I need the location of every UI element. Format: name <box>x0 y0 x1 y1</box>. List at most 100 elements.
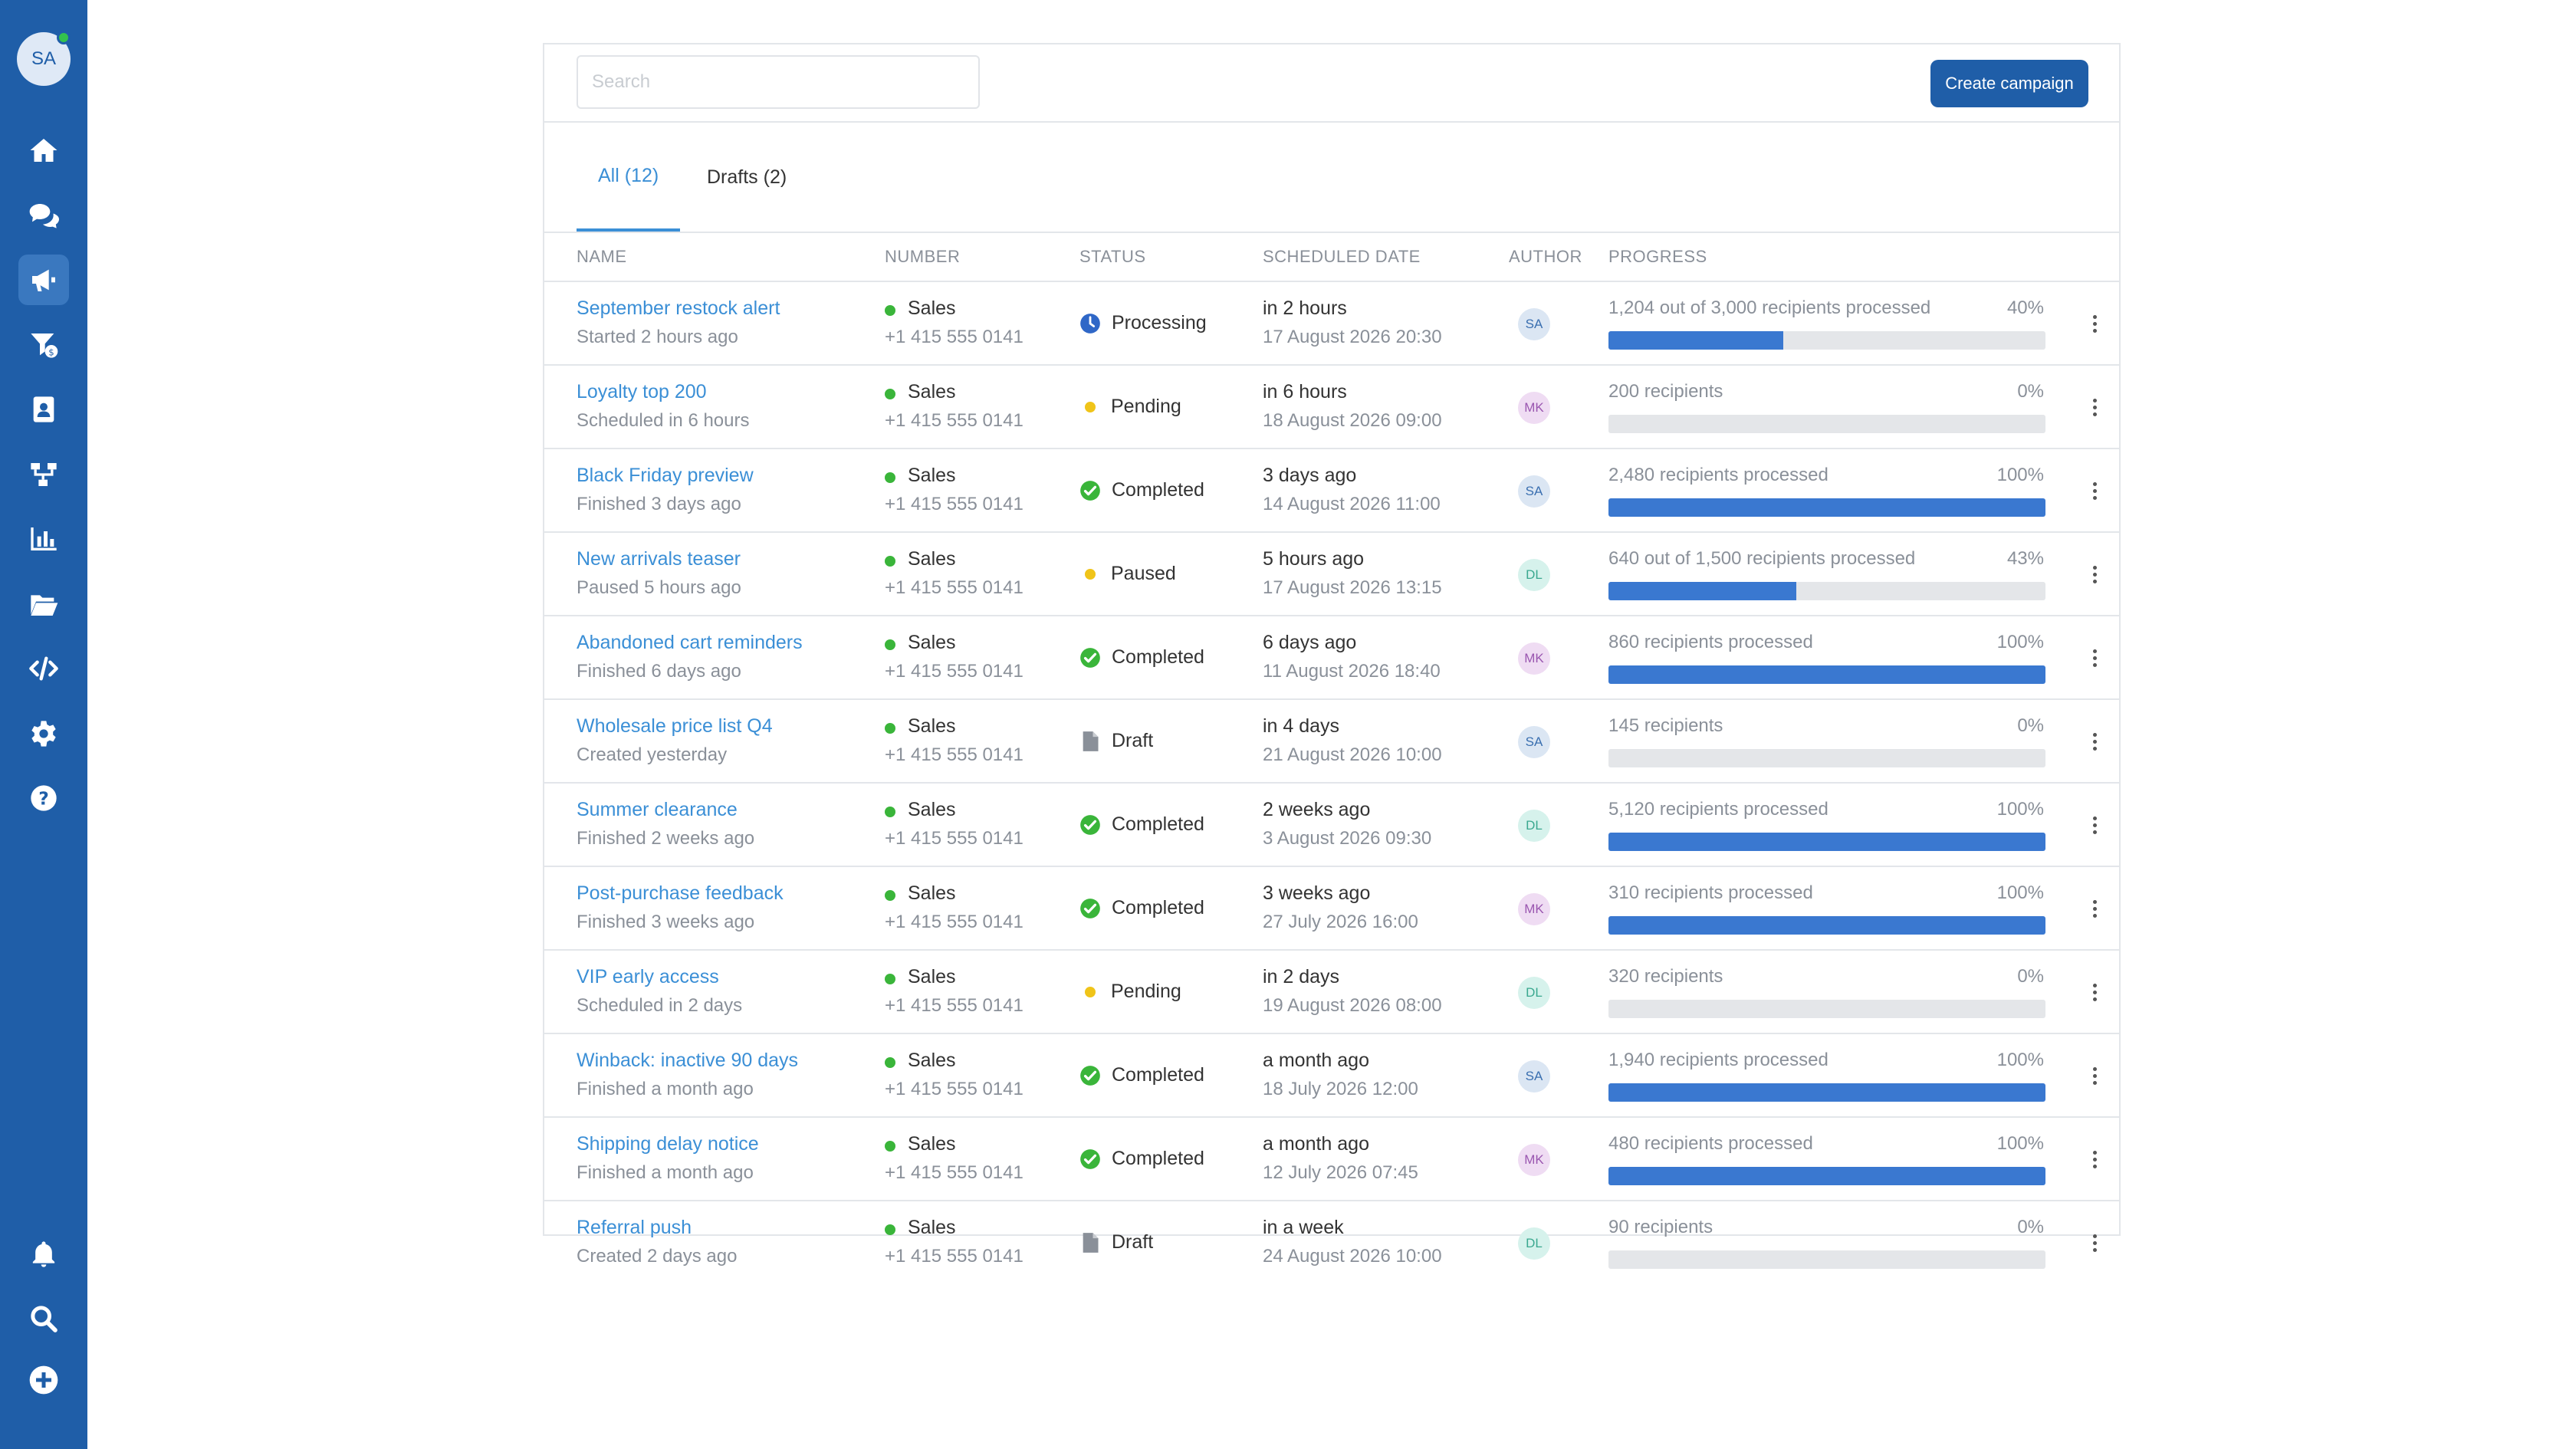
nav-create[interactable] <box>18 1355 69 1405</box>
progress-bar <box>1608 916 2045 935</box>
progress-percent: 100% <box>1996 882 2044 903</box>
campaign-name-link[interactable]: Winback: inactive 90 days <box>577 1050 799 1071</box>
table-row[interactable]: Summer clearance Finished 2 weeks ago Sa… <box>544 784 2119 867</box>
column-author[interactable]: AUTHOR <box>1509 247 1582 266</box>
column-progress[interactable]: PROGRESS <box>1608 247 1707 266</box>
column-number[interactable]: NUMBER <box>885 247 961 266</box>
row-menu-button[interactable] <box>2087 980 2102 1004</box>
column-name[interactable]: NAME <box>577 247 627 266</box>
nav-settings[interactable] <box>18 708 69 759</box>
home-icon <box>30 139 58 162</box>
nav-flows[interactable] <box>18 449 69 500</box>
row-menu-button[interactable] <box>2087 478 2102 503</box>
number-cell: Sales +1 415 555 0141 <box>885 1034 1069 1116</box>
table-row[interactable]: September restock alert Started 2 hours … <box>544 282 2119 366</box>
row-menu-button[interactable] <box>2087 646 2102 670</box>
scheduled-relative: in 2 days <box>1263 966 1340 987</box>
nav-contacts[interactable] <box>18 384 69 435</box>
progress-bar-fill <box>1608 1167 2045 1185</box>
row-menu-button[interactable] <box>2087 729 2102 754</box>
nav-notifications[interactable] <box>18 1229 69 1280</box>
progress-percent: 0% <box>2017 715 2044 736</box>
campaign-name-link[interactable]: Abandoned cart reminders <box>577 632 803 653</box>
author-initials: MK <box>1524 1152 1544 1167</box>
campaign-name-link[interactable]: VIP early access <box>577 966 719 987</box>
table-row[interactable]: Loyalty top 200 Scheduled in 6 hours Sal… <box>544 366 2119 449</box>
campaign-name-link[interactable]: Post-purchase feedback <box>577 882 784 904</box>
row-menu-button[interactable] <box>2087 1063 2102 1088</box>
table-row[interactable]: Abandoned cart reminders Finished 6 days… <box>544 616 2119 700</box>
campaign-name-link[interactable]: September restock alert <box>577 297 780 319</box>
check-circle-icon <box>1079 647 1101 669</box>
table-header: NAME NUMBER STATUS SCHEDULED DATE AUTHOR… <box>544 233 2119 282</box>
author-initials: DL <box>1526 567 1543 582</box>
progress-bar-fill <box>1608 582 1797 600</box>
author-avatar: DL <box>1518 1227 1550 1260</box>
column-scheduled-date[interactable]: SCHEDULED DATE <box>1263 247 1421 266</box>
campaign-subtitle: Finished 3 days ago <box>577 494 741 514</box>
campaign-subtitle: Started 2 hours ago <box>577 327 738 347</box>
table-row[interactable]: Wholesale price list Q4 Created yesterda… <box>544 700 2119 784</box>
nav-files[interactable] <box>18 579 69 629</box>
progress-percent: 0% <box>2017 381 2044 402</box>
user-avatar[interactable]: SA <box>17 31 71 86</box>
table-row[interactable]: VIP early access Scheduled in 2 days Sal… <box>544 951 2119 1034</box>
campaign-subtitle: Finished 6 days ago <box>577 661 741 682</box>
megaphone-icon <box>32 269 55 291</box>
scheduled-relative: 3 days ago <box>1263 465 1357 486</box>
nav-reports[interactable] <box>18 514 69 564</box>
table-row[interactable]: Referral push Created 2 days ago Sales +… <box>544 1201 2119 1285</box>
table-row[interactable]: Shipping delay notice Finished a month a… <box>544 1118 2119 1201</box>
nav-developer[interactable] <box>18 643 69 694</box>
author-initials: DL <box>1526 985 1543 1000</box>
tab-drafts[interactable]: Drafts (2) <box>707 166 787 188</box>
author-avatar: SA <box>1518 308 1550 340</box>
search-input[interactable] <box>577 55 980 109</box>
campaign-name-link[interactable]: Shipping delay notice <box>577 1133 759 1155</box>
name-cell: Loyalty top 200 Scheduled in 6 hours <box>577 366 868 448</box>
progress-cell: 320 recipients 0% <box>1608 951 2053 1033</box>
author-initials: DL <box>1526 818 1543 833</box>
nav-help[interactable]: ? <box>18 773 69 823</box>
number-status-dot <box>885 305 895 316</box>
author-initials: SA <box>1525 1069 1543 1083</box>
scheduled-date: 18 July 2026 12:00 <box>1263 1079 1418 1099</box>
table-row[interactable]: Winback: inactive 90 days Finished a mon… <box>544 1034 2119 1118</box>
row-menu-button[interactable] <box>2087 813 2102 837</box>
nav-inbox[interactable] <box>18 190 69 241</box>
table-row[interactable]: Post-purchase feedback Finished 3 weeks … <box>544 867 2119 951</box>
campaign-name-link[interactable]: Wholesale price list Q4 <box>577 715 773 737</box>
create-campaign-button[interactable]: Create campaign <box>1930 60 2088 107</box>
nav-campaigns[interactable] <box>18 255 69 305</box>
scheduled-date: 17 August 2026 20:30 <box>1263 327 1442 347</box>
campaign-name-link[interactable]: Loyalty top 200 <box>577 381 707 402</box>
progress-bar <box>1608 582 2045 600</box>
campaign-subtitle: Finished a month ago <box>577 1079 754 1099</box>
row-menu-button[interactable] <box>2087 311 2102 336</box>
campaign-name-link[interactable]: Summer clearance <box>577 799 738 820</box>
row-menu-button[interactable] <box>2087 395 2102 419</box>
table-row[interactable]: New arrivals teaser Paused 5 hours ago S… <box>544 533 2119 616</box>
table-row[interactable]: Black Friday preview Finished 3 days ago… <box>544 449 2119 533</box>
row-menu-button[interactable] <box>2087 1230 2102 1255</box>
column-status[interactable]: STATUS <box>1079 247 1146 266</box>
code-icon <box>29 656 58 681</box>
campaign-name-link[interactable]: Black Friday preview <box>577 465 754 486</box>
author-avatar: MK <box>1518 642 1550 675</box>
campaign-name-link[interactable]: Referral push <box>577 1217 692 1238</box>
row-menu-button[interactable] <box>2087 562 2102 586</box>
row-menu-button[interactable] <box>2087 1147 2102 1171</box>
campaign-name-link[interactable]: New arrivals teaser <box>577 548 741 570</box>
nav-search[interactable] <box>18 1293 69 1344</box>
progress-text: 90 recipients <box>1608 1217 1714 1237</box>
progress-cell: 480 recipients processed 100% <box>1608 1118 2053 1200</box>
campaign-subtitle: Finished 3 weeks ago <box>577 912 755 932</box>
tab-all[interactable]: All (12) <box>577 123 681 232</box>
number-cell: Sales +1 415 555 0141 <box>885 700 1069 782</box>
number-label: Sales <box>908 1133 956 1155</box>
nav-funnels[interactable]: $ <box>18 320 69 370</box>
row-menu-button[interactable] <box>2087 896 2102 921</box>
status-cell: Pending <box>1079 951 1181 1033</box>
scheduled-relative: a month ago <box>1263 1133 1369 1155</box>
nav-home[interactable] <box>18 125 69 176</box>
